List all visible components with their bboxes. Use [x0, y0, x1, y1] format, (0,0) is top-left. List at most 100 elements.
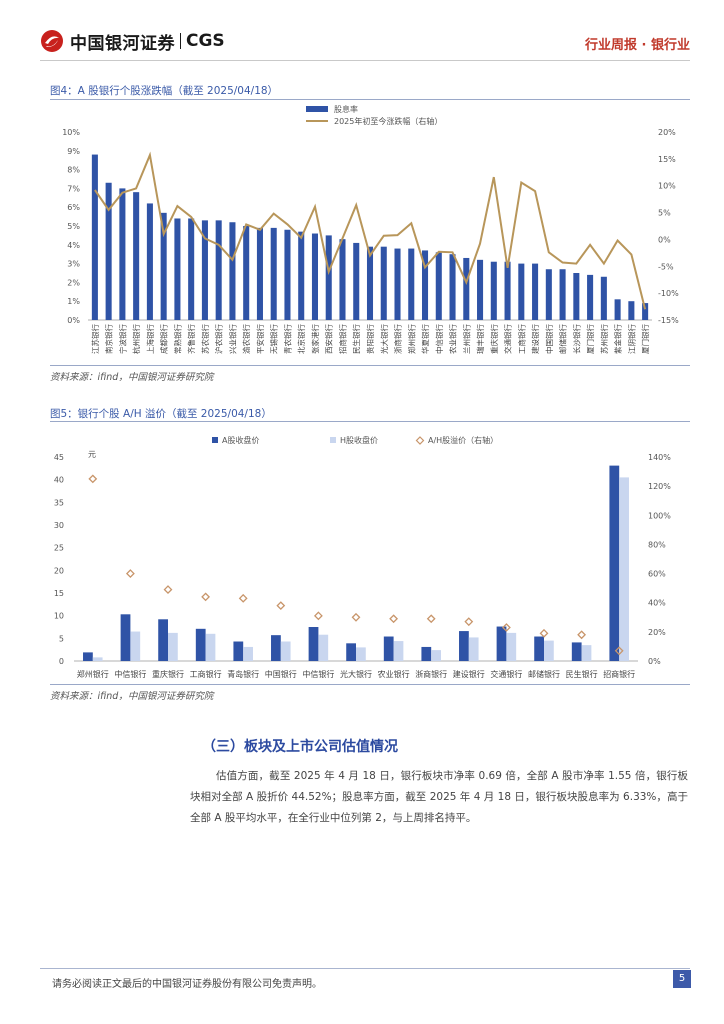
x-category-label: 瑞丰银行 — [475, 324, 485, 354]
marker-ah-premium — [501, 623, 511, 632]
x-category-label: 南京银行 — [104, 324, 114, 354]
x-category-label: 华夏银行 — [420, 324, 430, 354]
x-category-label: 苏农银行 — [200, 324, 210, 354]
legend-swatch-h-price — [330, 437, 336, 443]
x-category-label: 邮储银行 — [528, 669, 560, 679]
marker-ah-premium — [313, 611, 323, 621]
marker-ah-premium — [238, 593, 248, 603]
x-category-label: 中信银行 — [302, 669, 334, 679]
marker-ah-premium — [276, 601, 286, 611]
x-category-label: 农业银行 — [378, 669, 410, 679]
figure4-bottom-rule — [50, 365, 690, 366]
legend-swatch-bar — [306, 106, 328, 112]
x-category-label: 浙商银行 — [415, 669, 447, 679]
galaxy-logo-icon — [41, 30, 63, 52]
bar-dividend-yield — [421, 250, 429, 320]
x-category-label: 农业银行 — [448, 324, 458, 354]
marker-ah-premium — [577, 630, 587, 640]
bar-a-share-price — [271, 635, 281, 661]
y-right-tick-label: 10% — [658, 182, 676, 191]
marker-ah-premium — [464, 617, 474, 627]
bar-h-share-price — [544, 640, 554, 661]
x-category-label: 北京银行 — [296, 324, 306, 354]
y-right-tick-label: 60% — [648, 570, 666, 579]
x-category-label: 中国银行 — [265, 669, 297, 679]
bar-a-share-price — [459, 631, 469, 661]
x-category-label: 兰州银行 — [461, 324, 471, 354]
bar-dividend-yield — [587, 274, 594, 320]
bar-a-share-price — [233, 641, 244, 661]
x-category-label: 兴业银行 — [227, 324, 237, 354]
bar-h-share-price — [92, 657, 103, 661]
bar-a-share-price — [496, 626, 507, 661]
marker-ah-premium — [389, 614, 399, 624]
y-left-tick-label: 5% — [67, 222, 80, 231]
y-left-tick-label: 35 — [54, 498, 64, 507]
x-category-label: 招商银行 — [337, 324, 347, 354]
y-left-tick-label: 9% — [67, 147, 80, 156]
marker-ah-premium — [201, 592, 211, 602]
x-category-label: 江苏银行 — [90, 324, 100, 354]
bar-a-share-price — [308, 627, 319, 661]
figure5-source: 资料来源：ifind，中国银河证券研究院 — [50, 691, 214, 702]
x-category-label: 民生银行 — [351, 324, 361, 354]
bar-h-share-price — [431, 650, 441, 661]
x-category-label: 青岛银行 — [227, 669, 259, 679]
y-left-tick-label: 15 — [54, 589, 64, 598]
x-category-label: 宁波银行 — [117, 324, 127, 354]
y-left-tick-label: 0% — [67, 316, 80, 325]
y-right-tick-label: 0% — [648, 657, 661, 666]
x-category-label: 长沙银行 — [571, 324, 581, 354]
bar-a-share-price — [158, 619, 168, 661]
bar-dividend-yield — [366, 246, 374, 320]
marker-ah-premium — [426, 614, 436, 624]
y-left-tick-label: 5 — [59, 634, 64, 643]
y-right-tick-label: -10% — [658, 289, 679, 298]
y-left-tick-label: 20 — [54, 566, 64, 575]
x-category-label: 杭州银行 — [131, 324, 141, 354]
x-category-label: 青农银行 — [282, 324, 292, 354]
bar-h-share-price — [280, 641, 291, 661]
bar-dividend-yield — [559, 269, 566, 320]
bar-dividend-yield — [435, 252, 442, 320]
x-category-label: 工商银行 — [190, 669, 222, 679]
bar-a-share-price — [421, 646, 432, 661]
legend-label-line: 2025年初至今涨跌幅（右轴） — [334, 116, 442, 126]
y-right-tick-label: 80% — [648, 540, 666, 549]
x-category-label: 厦门银行 — [640, 324, 650, 354]
company-name-en: CGS — [186, 31, 225, 51]
bar-h-share-price — [168, 632, 178, 661]
x-category-label: 招商银行 — [603, 669, 635, 679]
y-left-tick-label: 2% — [67, 278, 80, 287]
x-category-label: 交通银行 — [503, 324, 513, 354]
x-category-label: 邮储银行 — [558, 324, 568, 354]
x-category-label: 常熟银行 — [172, 324, 182, 354]
x-category-label: 上海银行 — [145, 324, 155, 354]
y-right-tick-label: 40% — [648, 599, 666, 608]
figure5-bottom-rule — [50, 684, 690, 685]
x-category-label: 工商银行 — [516, 324, 526, 354]
x-category-label: 苏州银行 — [599, 324, 609, 354]
x-category-label: 中国银行 — [544, 324, 554, 354]
bar-dividend-yield — [394, 248, 401, 320]
figure4-rule — [50, 99, 690, 100]
bar-dividend-yield — [284, 229, 291, 320]
bar-dividend-yield — [504, 261, 511, 320]
marker-ah-premium — [88, 474, 98, 484]
x-category-label: 齐鲁银行 — [186, 324, 196, 354]
section-title: （三）板块及上市公司估值情况 — [202, 739, 398, 755]
x-category-label: 西安银行 — [324, 324, 334, 354]
bar-dividend-yield — [215, 220, 222, 320]
bar-dividend-yield — [339, 239, 346, 320]
y-right-tick-label: -5% — [658, 262, 674, 271]
legend-label-h-price: H股收盘价 — [340, 435, 378, 445]
y-right-tick-label: 100% — [648, 511, 671, 520]
bar-dividend-yield — [628, 301, 635, 320]
x-category-label: 厦门银行 — [585, 324, 595, 354]
marker-ah-premium — [351, 612, 361, 622]
bar-dividend-yield — [243, 226, 250, 320]
footer-disclaimer: 请务必阅读正文最后的中国银河证券股份有限公司免责声明。 — [52, 979, 322, 990]
y-left-tick-label: 1% — [67, 297, 80, 306]
bar-h-share-price — [356, 647, 366, 661]
y-left-tick-label: 10 — [54, 612, 64, 621]
